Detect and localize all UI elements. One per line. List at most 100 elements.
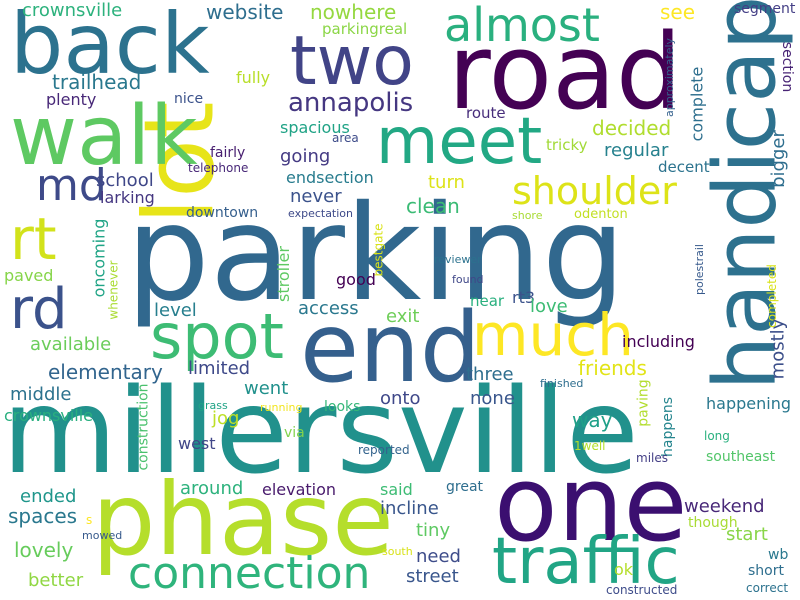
word-crownsville-top: crownsville: [22, 0, 123, 21]
word-exit: exit: [386, 306, 420, 327]
word-parking: parking: [126, 177, 626, 331]
word-west: west: [178, 434, 216, 453]
word-correct: correct: [746, 581, 789, 595]
word-friends: friends: [578, 356, 647, 380]
word-though: though: [688, 515, 738, 531]
word-street: street: [406, 566, 459, 587]
word-parkingreal: parkingreal: [322, 20, 408, 38]
word-start: start: [726, 524, 768, 545]
word-mostly: mostly: [767, 318, 789, 380]
word-middle: middle: [10, 384, 72, 405]
word-wb: wb: [768, 547, 789, 563]
word-tiny: tiny: [416, 520, 451, 541]
word-telephone: telephone: [188, 161, 249, 175]
word-two: two: [290, 22, 414, 101]
word-1well: 1well: [574, 439, 606, 453]
word-odenton: odenton: [574, 207, 628, 222]
word-back: back: [10, 0, 210, 93]
word-reviewer: reviewer: [434, 253, 482, 266]
word-turn: turn: [428, 172, 465, 193]
word-rt3: rt3: [512, 288, 536, 307]
word-connection: connection: [128, 548, 371, 599]
word-one: one: [494, 443, 688, 565]
word-available: available: [30, 334, 112, 355]
word-shore: shore: [512, 209, 543, 222]
word-went: went: [244, 378, 289, 399]
word-complete: complete: [687, 66, 707, 142]
word-section: section: [779, 41, 796, 93]
word-shoulder: shoulder: [512, 169, 677, 213]
word-spot: spot: [150, 300, 284, 373]
word-rt: rt: [10, 205, 57, 273]
word-miles: miles: [636, 451, 668, 465]
word-constructed: constructed: [606, 583, 678, 597]
word-bigger: bigger: [767, 130, 789, 188]
word-lovely: lovely: [14, 538, 74, 562]
word-regular: regular: [604, 140, 669, 161]
word-running: running: [260, 401, 303, 414]
word-ended: ended: [20, 486, 77, 507]
word-long: long: [704, 429, 730, 443]
word-traffic: traffic: [492, 525, 680, 599]
word-annapolis: annapolis: [288, 88, 414, 118]
word-south: south: [382, 545, 413, 558]
word-onto: onto: [380, 388, 421, 409]
word-near: near: [470, 292, 505, 310]
word-trailhead: trailhead: [52, 70, 142, 94]
word-segment: segment: [734, 1, 796, 17]
word-finished: finished: [540, 377, 584, 390]
word-route: route: [466, 104, 506, 122]
word-ok: ok: [614, 560, 634, 579]
word-tricky: tricky: [546, 136, 588, 154]
word-fully: fully: [236, 68, 271, 87]
word-going: going: [280, 146, 331, 167]
word-whenever: whenever: [106, 260, 121, 320]
word-stroller: stroller: [273, 246, 293, 302]
word-spacious: spacious: [280, 118, 350, 137]
word-walk: walk: [10, 89, 198, 184]
word-elevation: elevation: [262, 480, 337, 499]
word-looks: looks: [324, 399, 361, 415]
word-approximately: approximately: [663, 37, 677, 118]
word-spaces: spaces: [8, 504, 78, 528]
word-happening: happening: [706, 394, 791, 413]
word-paving: paving: [635, 379, 652, 427]
word-jog: jog: [212, 408, 240, 429]
word-rd: rd: [10, 277, 68, 342]
word-meet: meet: [376, 105, 543, 179]
word-reported: reported: [358, 443, 410, 457]
word-endsection: endsection: [286, 168, 374, 187]
word-weekend: weekend: [684, 496, 765, 517]
word-none: none: [470, 388, 515, 409]
word-decent: decent: [658, 158, 710, 176]
word-three: three: [466, 364, 514, 385]
word-fairly: fairly: [210, 145, 246, 161]
word-nowhere: nowhere: [310, 0, 397, 24]
word-clean: clean: [406, 194, 460, 218]
word-found: found: [452, 273, 484, 286]
word-short: short: [748, 563, 784, 579]
word-decided: decided: [592, 116, 672, 140]
word-phase: phase: [92, 461, 394, 578]
word-access: access: [298, 298, 359, 319]
word-oncoming: oncoming: [89, 218, 109, 298]
word-end: end: [300, 292, 481, 404]
word-including: including: [622, 332, 695, 351]
word-website: website: [206, 0, 284, 24]
word-s: s: [86, 513, 93, 527]
word-area: area: [332, 131, 359, 145]
word-level: level: [154, 300, 197, 321]
word-plenty: plenty: [46, 90, 97, 109]
word-see: see: [660, 0, 696, 24]
word-road: road: [448, 11, 682, 133]
word-much: much: [472, 301, 634, 369]
word-southeast: southeast: [706, 449, 776, 465]
word-around: around: [180, 478, 244, 499]
word-better: better: [28, 570, 84, 591]
word-expectation: expectation: [288, 207, 354, 220]
word-happens: happens: [660, 396, 677, 458]
word-elementary: elementary: [48, 360, 163, 384]
word-incline: incline: [380, 498, 439, 519]
word-bestgate: bestgate: [371, 223, 386, 277]
